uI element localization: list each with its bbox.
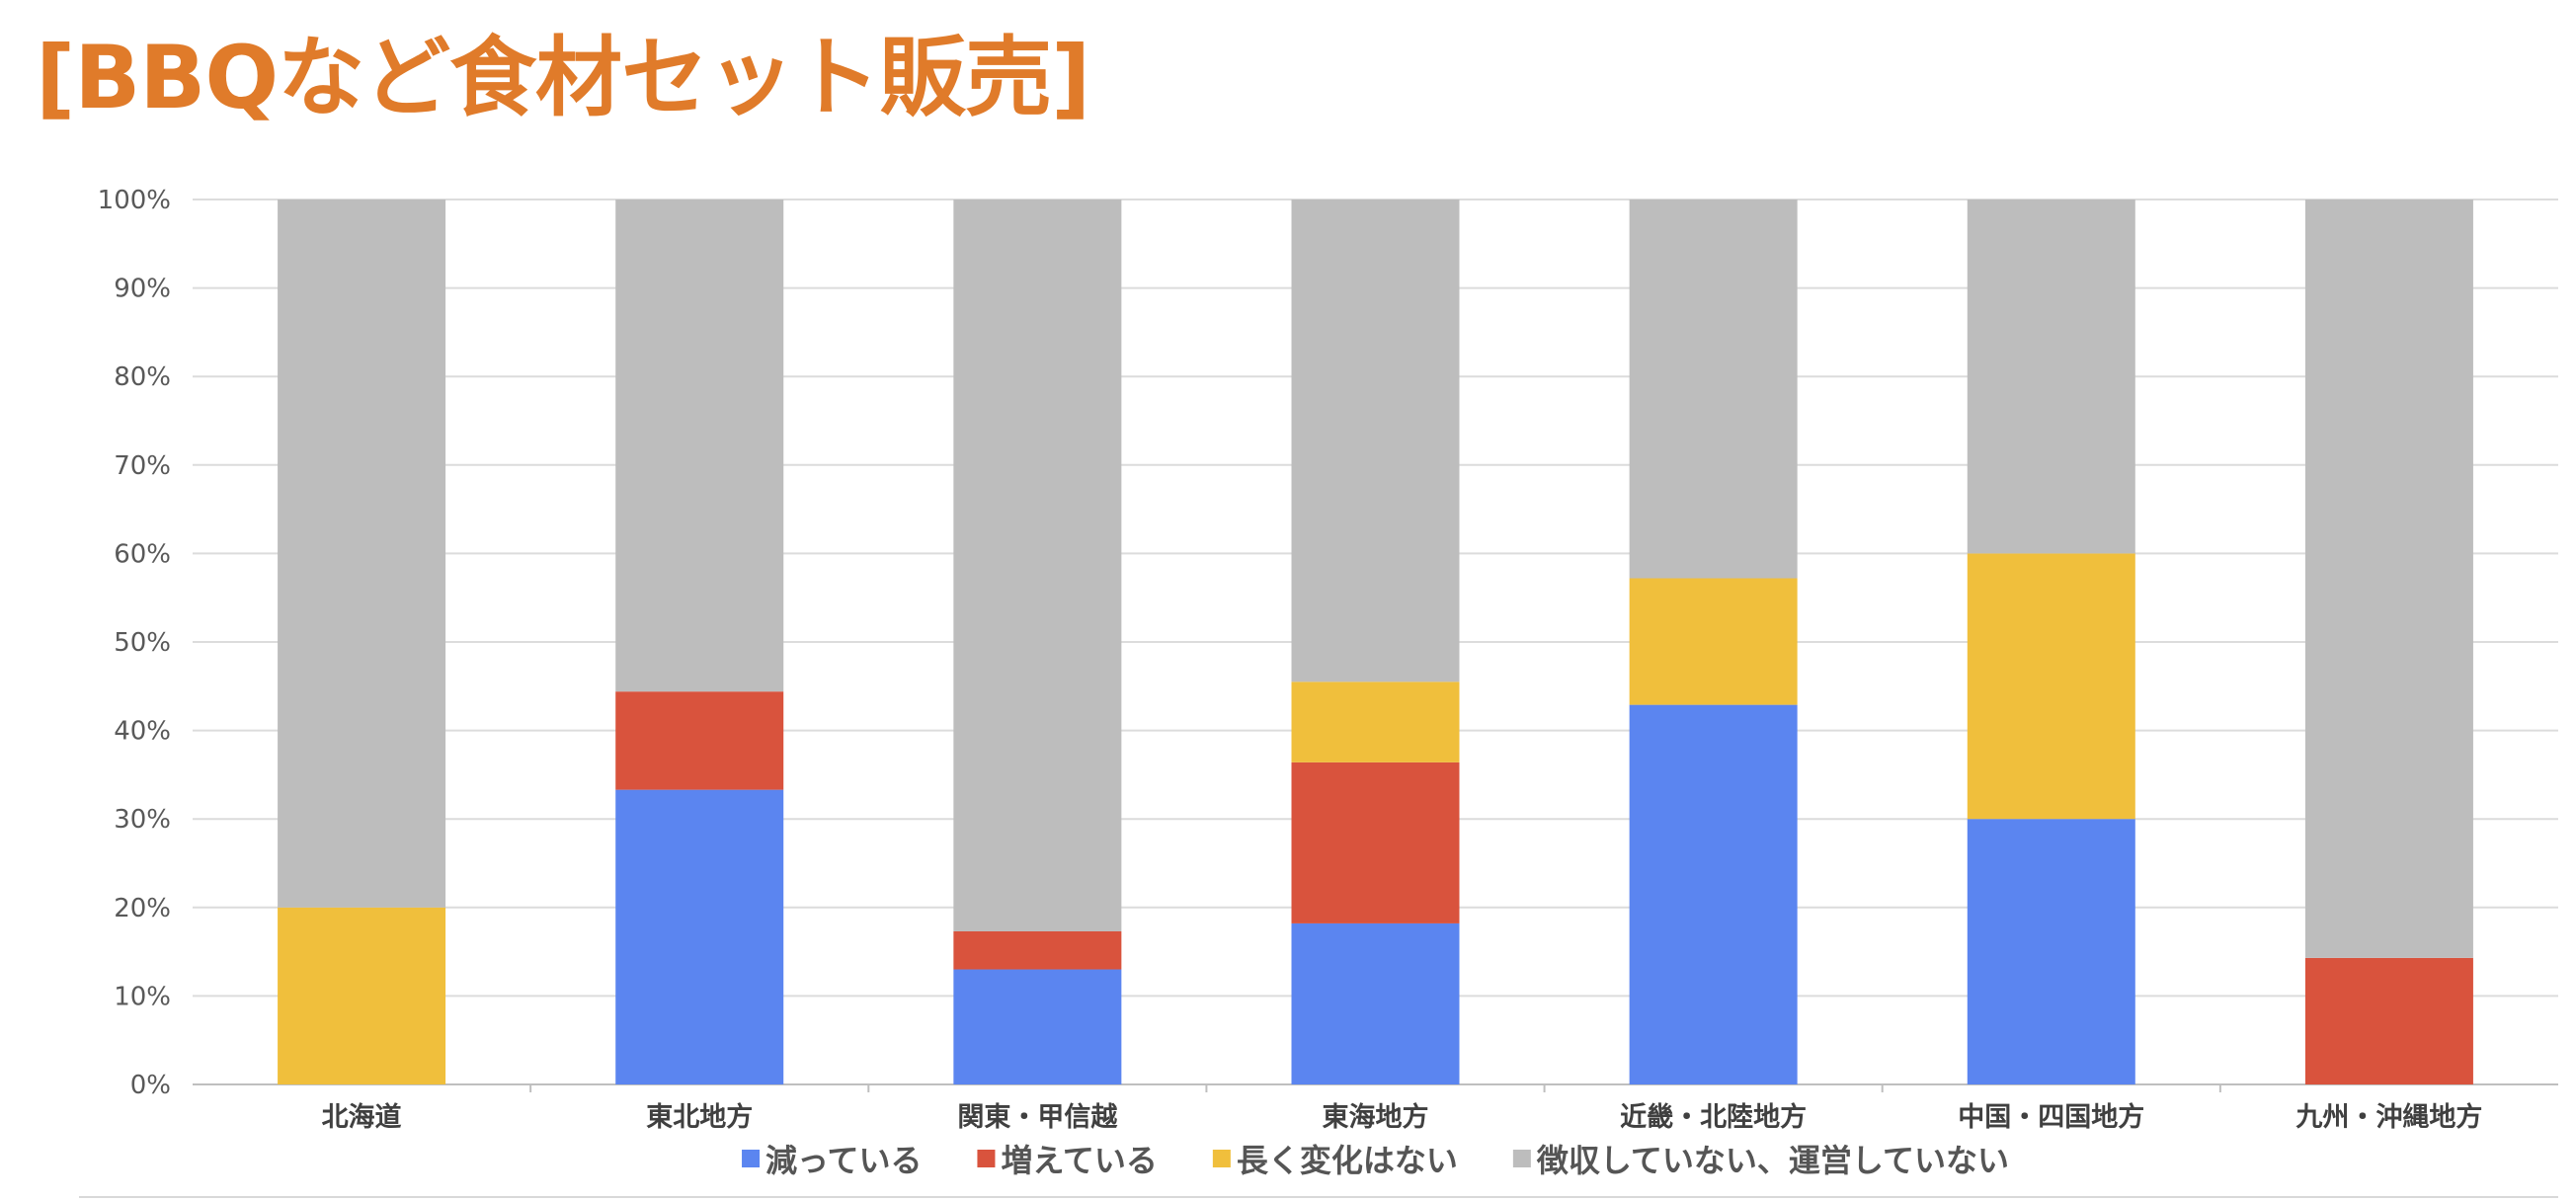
- y-tick-label: 10%: [114, 982, 171, 1011]
- bar-segment: [953, 969, 1122, 1084]
- bar-segment: [615, 691, 784, 790]
- legend-label: 徴収していない、運営していない: [1536, 1142, 2009, 1179]
- bar-segment: [1629, 200, 1798, 579]
- legend-label: 増えている: [1001, 1142, 1157, 1179]
- legend-item: 長く変化はない: [1212, 1142, 1458, 1179]
- x-tick-label: 九州・沖縄地方: [2295, 1101, 2482, 1133]
- bar-segment: [1967, 200, 2135, 554]
- bar-segment: [1291, 761, 1460, 923]
- y-tick-label: 30%: [114, 805, 171, 835]
- bar-segment: [2304, 957, 2473, 1084]
- x-tick-label: 関東・甲信越: [957, 1102, 1118, 1133]
- legend-label: 長く変化はない: [1237, 1142, 1458, 1179]
- bar-segment: [953, 930, 1122, 970]
- legend-swatch: [742, 1150, 761, 1167]
- bar-segment: [1291, 200, 1460, 682]
- legend-item: 減っている: [742, 1142, 922, 1179]
- y-tick-label: 90%: [114, 275, 171, 304]
- bar-segment: [1629, 578, 1798, 705]
- y-tick-label: 60%: [114, 539, 171, 569]
- bar-segment: [1291, 922, 1460, 1084]
- legend: 減っている 増えている 長く変化はない 徴収していない、運営していない: [79, 1142, 2558, 1198]
- legend-item: 徴収していない、運営していない: [1512, 1142, 2009, 1179]
- bar-segment: [953, 200, 1122, 931]
- y-tick-label: 0%: [130, 1071, 171, 1100]
- bar-segment: [1967, 553, 2135, 820]
- bar-segment: [1967, 819, 2135, 1084]
- page-title: [BBQなど食材セット販売]: [36, 27, 1090, 128]
- bar-segment: [1629, 704, 1798, 1084]
- y-axis: 0% 10% 20% 30% 40% 50% 60% 70% 80% 90% 100%: [98, 186, 171, 1100]
- legend-label: 減っている: [765, 1142, 922, 1179]
- x-tick-label: 近畿・北陸地方: [1620, 1101, 1807, 1133]
- legend-swatch: [1212, 1150, 1231, 1167]
- y-tick-label: 100%: [98, 186, 171, 215]
- bars: [278, 200, 2473, 1084]
- x-axis: 北海道 東北地方 関東・甲信越 東海地方 近畿・北陸地方 中国・四国地方 九州・沖縄地方: [322, 1084, 2482, 1133]
- bar-segment: [1291, 681, 1460, 762]
- x-tick-label: 東北地方: [646, 1101, 753, 1133]
- x-tick-label: 東海地方: [1323, 1101, 1429, 1133]
- legend-swatch: [977, 1150, 996, 1167]
- y-tick-label: 40%: [114, 717, 171, 747]
- x-tick-label: 中国・四国地方: [1958, 1101, 2144, 1133]
- bar-segment: [278, 200, 446, 908]
- y-tick-label: 20%: [114, 894, 171, 923]
- y-tick-label: 50%: [114, 628, 171, 658]
- y-tick-label: 80%: [114, 362, 171, 392]
- bar-segment: [2304, 200, 2473, 958]
- bar-segment: [615, 200, 784, 692]
- bar-segment: [615, 789, 784, 1084]
- legend-swatch: [1512, 1150, 1531, 1167]
- y-tick-label: 70%: [114, 451, 171, 481]
- x-tick-label: 北海道: [322, 1101, 402, 1133]
- legend-item: 増えている: [977, 1142, 1158, 1179]
- bar-segment: [278, 907, 446, 1084]
